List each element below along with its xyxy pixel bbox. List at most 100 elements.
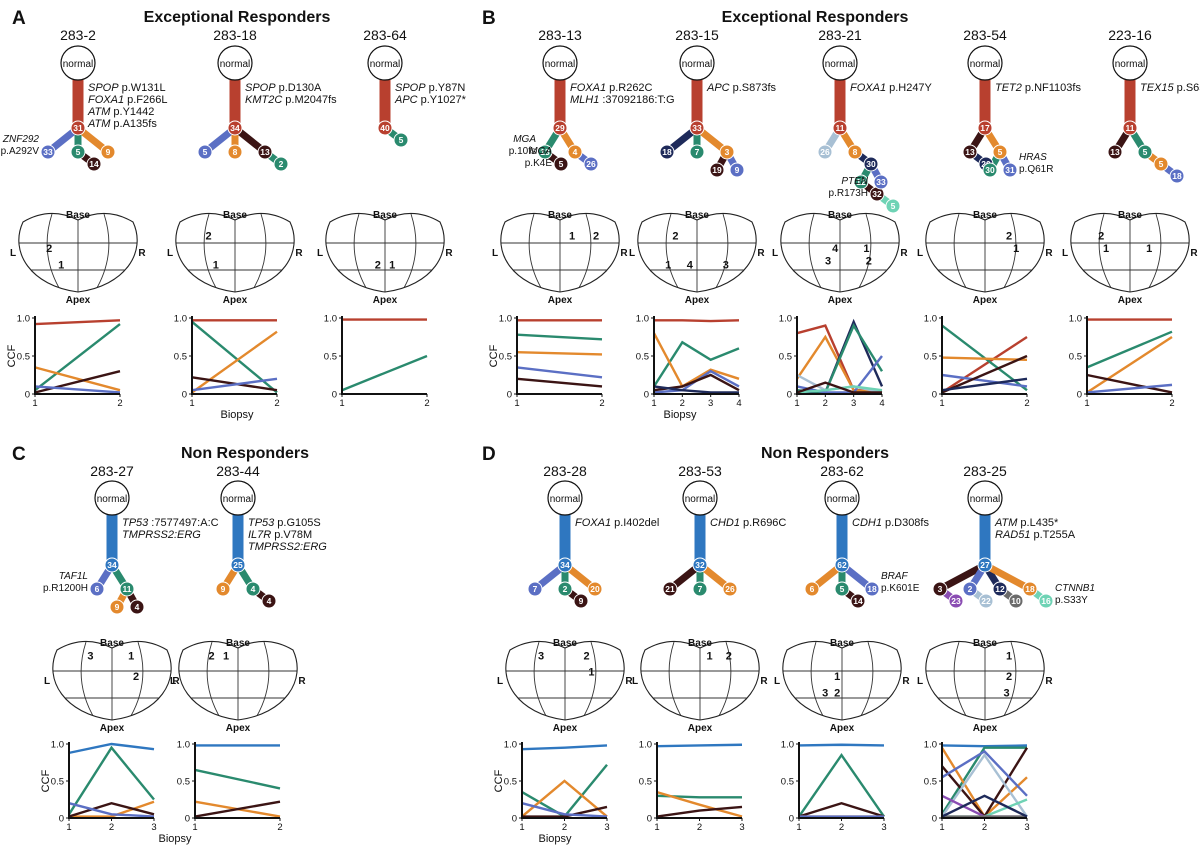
change: p.G105S — [277, 517, 320, 529]
clone-label: 16 — [1041, 596, 1051, 606]
clone-label: 11 — [123, 584, 132, 594]
gene: MLH1 — [570, 94, 599, 106]
normal-node — [682, 480, 718, 516]
left-label: L — [167, 248, 173, 259]
clone-node — [1022, 581, 1038, 597]
gene: APC — [394, 94, 418, 106]
clone-label: 32 — [872, 189, 882, 199]
clone-label: 4 — [267, 596, 272, 606]
biopsy-label: 3 — [822, 688, 828, 700]
y-tick-label: 0.5 — [636, 352, 649, 363]
change: p.K601E — [881, 583, 920, 594]
y-tick-label: 0.5 — [17, 352, 30, 363]
x-tick-label: 1 — [939, 822, 944, 833]
ccf-line — [1086, 383, 1173, 394]
clone-node — [722, 581, 738, 597]
x-tick-label: 1 — [189, 398, 194, 409]
base-label: Base — [548, 210, 572, 221]
clone-label: 34 — [107, 560, 117, 570]
biopsy-label: 3 — [723, 260, 729, 272]
biopsy-label: 2 — [1006, 231, 1012, 243]
apex-label: Apex — [548, 295, 573, 306]
ccf-line — [941, 744, 1028, 748]
clone-node — [804, 581, 820, 597]
x-tick-label: 2 — [274, 398, 279, 409]
biopsy-label: 1 — [588, 667, 594, 679]
ccf-line — [941, 335, 1028, 394]
clone-node — [1122, 120, 1138, 136]
clone-label: 13 — [540, 147, 550, 157]
panel-letter: A — [12, 8, 26, 29]
clone-node — [70, 144, 86, 160]
change: p.A292V — [1, 146, 40, 157]
ccf-line — [191, 320, 278, 394]
clone-node — [377, 120, 393, 136]
x-tick-label: 1 — [654, 822, 659, 833]
x-axis-label: Biopsy — [220, 409, 254, 421]
y-tick-label: 0.5 — [499, 352, 512, 363]
prostate-outline — [505, 640, 625, 721]
mutation: ATM p.A135fs — [87, 118, 157, 130]
clone-label: 5 — [399, 135, 404, 145]
biopsy-label: 1 — [1006, 650, 1012, 662]
clone-node — [104, 557, 120, 573]
prostate-grid — [178, 641, 298, 720]
change: p.V78M — [274, 529, 312, 541]
ccf-line — [1086, 335, 1173, 394]
y-tick-label: 1.0 — [636, 314, 649, 325]
clone-label: 5 — [76, 147, 81, 157]
y-axis-label: CCF — [40, 769, 52, 792]
clone-node — [40, 144, 56, 160]
ccf-line — [69, 800, 155, 818]
mutation: FOXA1 p.H247Y — [850, 82, 933, 94]
prostate-grid — [925, 213, 1045, 292]
mutation: RAD51 p.T255A — [995, 529, 1076, 541]
clone-label: 33 — [43, 147, 53, 157]
y-tick-label: 1.0 — [174, 314, 187, 325]
clone-node — [1137, 144, 1153, 160]
clone-node — [948, 593, 964, 609]
patient-id: 283-13 — [538, 27, 582, 43]
x-tick-label: 3 — [851, 398, 856, 409]
clone-node — [864, 581, 880, 597]
x-tick-label: 2 — [277, 822, 282, 833]
clone-node — [659, 144, 675, 160]
change: p.NF1103fs — [1025, 82, 1082, 94]
biopsy-label: 4 — [832, 243, 839, 255]
gene: TMPRSS2:ERG — [122, 529, 201, 541]
clone-label: 30 — [866, 159, 876, 169]
gene: CHD1 — [710, 517, 740, 529]
change: p.A135fs — [113, 118, 157, 130]
normal-label: normal — [825, 59, 856, 70]
patient-id: 283-44 — [216, 463, 260, 479]
clone-node — [227, 144, 243, 160]
left-label: L — [632, 676, 638, 687]
change: p.L435* — [1020, 517, 1059, 529]
y-tick-label: 0 — [332, 390, 337, 401]
change: p.T255A — [1033, 529, 1075, 541]
prostate-outline — [1070, 212, 1190, 293]
base-label: Base — [553, 638, 577, 649]
prostate-grid — [175, 213, 295, 292]
ccf-line — [941, 356, 1028, 361]
branch — [983, 561, 1032, 593]
right-label: R — [1045, 248, 1053, 259]
ccf-line — [654, 319, 740, 323]
gene: FOXA1 — [850, 82, 886, 94]
y-tick-label: 1.0 — [924, 740, 937, 751]
clone-node — [689, 120, 705, 136]
prostate-outline — [782, 640, 902, 721]
clone-label: 31 — [73, 123, 83, 133]
clone-label: 5 — [559, 159, 564, 169]
clone-node — [962, 144, 978, 160]
mutation: FOXA1 p.F266L — [88, 94, 167, 106]
biopsy-label: 2 — [593, 231, 599, 243]
biopsy-label: 1 — [707, 650, 713, 662]
clone-node — [537, 144, 553, 160]
clone-node — [573, 593, 589, 609]
left-label: L — [170, 676, 176, 687]
change: p.K4E — [525, 158, 553, 169]
clone-node — [119, 581, 135, 597]
gene: FOXA1 — [570, 82, 606, 94]
